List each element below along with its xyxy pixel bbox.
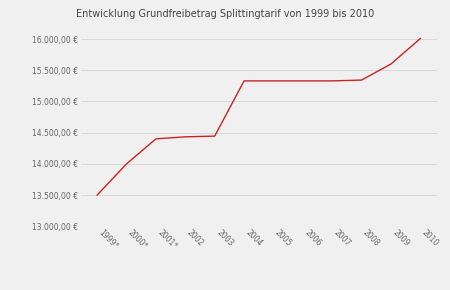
Text: Entwicklung Grundfreibetrag Splittingtarif von 1999 bis 2010: Entwicklung Grundfreibetrag Splittingtar… [76, 9, 374, 19]
